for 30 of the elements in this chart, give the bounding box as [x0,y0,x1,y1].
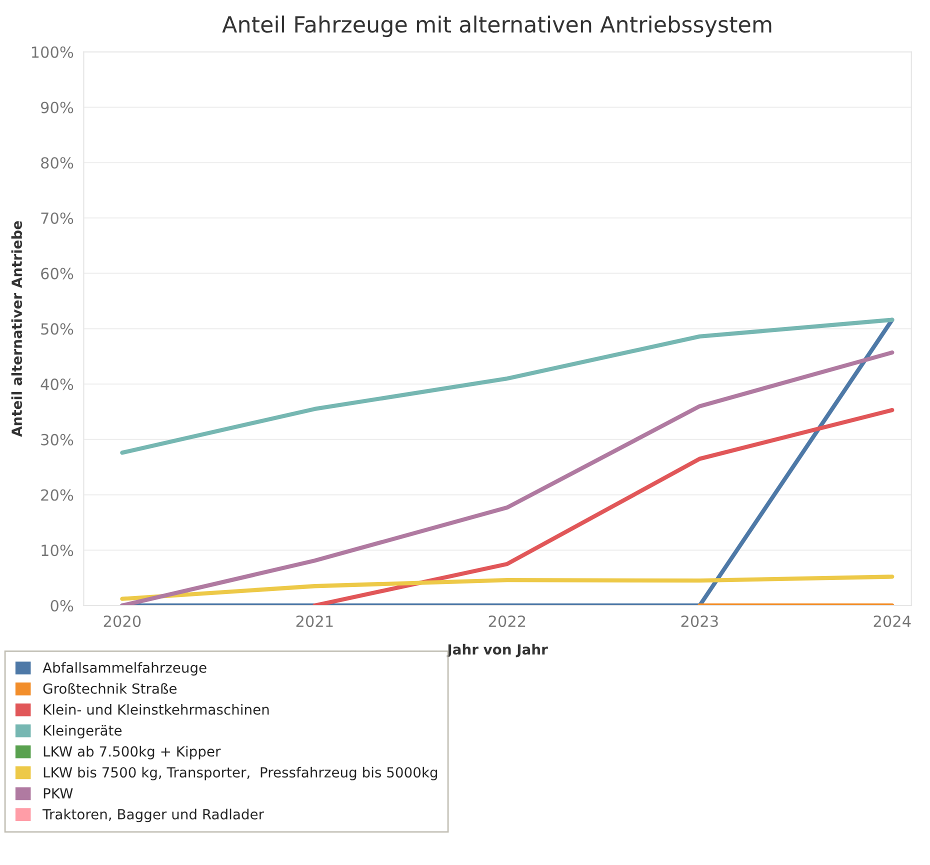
legend-label: LKW bis 7500 kg, Transporter, Pressfahrzeug bis 5000kg [44,766,438,780]
legend-label: PKW [44,788,73,798]
chart-title: Anteil Fahrzeuge mit alternativen Antriebssystem [222,16,772,38]
y-tick-label: 0% [50,600,74,612]
legend-label: Kleingeräte [44,724,122,738]
legend-label: Großtechnik Straße [43,683,177,694]
y-tick-label: 100% [32,46,74,58]
x-axis-title: Jahr von Jahr [446,644,548,658]
x-tick-label: 2023 [681,615,718,628]
x-tick-label: 2022 [488,615,526,628]
x-tick-label: 2020 [104,615,141,628]
y-tick-label: 10% [42,544,74,556]
legend-label: Abfallsammelfahrzeuge [42,662,206,676]
legend-label: LKW ab 7.500kg + Kipper [44,746,221,760]
y-tick-label: 80% [41,157,74,169]
y-tick-label: 90% [40,102,74,114]
line-series [120,318,894,455]
y-tick-label: 40% [40,378,74,390]
legend-label: Traktoren, Bagger und Radlader [42,808,264,822]
line-series [312,408,894,606]
y-axis-title: Anteil alternativer Antriebe [11,221,22,437]
y-tick-label: 20% [41,489,74,501]
y-tick-label: 50% [41,323,74,335]
y-tick-label: 60% [41,268,74,280]
y-tick-label: 30% [41,434,74,446]
y-tick-label: 70% [41,212,74,224]
legend-label: Klein- und Kleinstkehrmaschinen [44,704,269,715]
x-tick-label: 2024 [874,615,911,628]
line-series [120,574,894,601]
x-tick-label: 2021 [296,615,333,628]
